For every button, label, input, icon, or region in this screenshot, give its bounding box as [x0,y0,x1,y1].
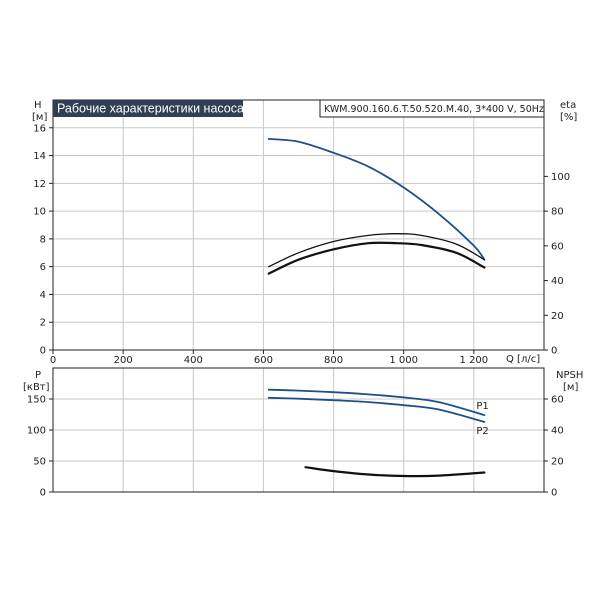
left-tick-label: 6 [40,262,46,273]
right-tick-label: 40 [551,426,564,437]
right-tick-label: 0 [551,346,557,357]
x-tick-label: 800 [324,355,343,366]
series-line-head-curve [267,138,486,261]
eta-axis-unit: [%] [560,112,577,123]
left-tick-label: 12 [33,179,46,190]
x-tick-label: 400 [184,355,203,366]
right-tick-label: 60 [551,241,564,252]
left-tick-label: 8 [40,234,46,245]
left-tick-label: 100 [27,426,46,437]
plot-frame [52,99,545,351]
series-label-p1: P1 [476,401,488,412]
left-tick-label: 0 [40,346,46,357]
right-tick-label: 40 [551,276,564,287]
left-tick-label: 0 [40,488,46,499]
npsh-axis-unit: [м] [563,382,578,393]
x-tick-label: 0 [50,355,56,366]
pump-model-label: KWM.900.160.6.T.50.520.M.40, 3*400 V, 50… [324,104,544,115]
left-tick-label: 2 [40,318,46,329]
right-tick-label: 100 [551,172,570,183]
series-line-eta-curve-1 [268,233,486,268]
head-axis-label: H [34,100,42,111]
right-tick-label: 80 [551,207,564,218]
head-axis-unit: [м] [32,112,47,123]
right-tick-label: 20 [551,311,564,322]
power-npsh-panel: 0 50 100 150 0 20 40 60 P1 P2 [27,367,564,499]
power-axis-label: P [35,370,41,381]
x-tick-label: 1 200 [460,355,489,366]
npsh-axis-label: NPSH [556,370,583,381]
model-box: KWM.900.160.6.T.50.520.M.40, 3*400 V, 50… [319,99,545,118]
x-tick-label: 1 000 [389,355,418,366]
right-tick-label: 60 [551,395,564,406]
series-line-npsh-curve [304,466,486,478]
series-line-p1 [267,388,486,416]
left-tick-label: 10 [33,207,46,218]
series-line-p2 [267,396,486,423]
flow-axis-label: Q [л/с] [506,354,540,365]
series-line-eta-curve-2 [267,241,486,275]
series-label-p2: P2 [476,426,488,437]
left-tick-label: 16 [33,123,46,134]
head-efficiency-panel: 0 2 4 6 8 10 12 14 16 0 20 40 60 80 100 0 200 400 600 800 1 … [33,99,570,366]
left-tick-label: 14 [33,151,46,162]
right-tick-label: 20 [551,457,564,468]
left-tick-label: 4 [40,290,46,301]
power-axis-unit: [кВт] [23,382,50,393]
left-tick-label: 50 [33,457,46,468]
left-tick-label: 150 [27,395,46,406]
chart-title: Рабочие характеристики насоса [57,102,244,116]
x-tick-label: 600 [254,355,273,366]
eta-axis-label: eta [560,100,576,111]
x-tick-label: 200 [114,355,133,366]
right-tick-label: 0 [551,488,557,499]
title-box: Рабочие характеристики насоса [53,100,244,117]
